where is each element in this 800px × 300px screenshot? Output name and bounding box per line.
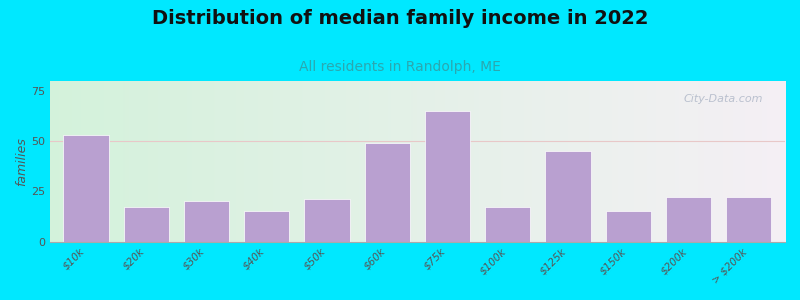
Bar bbox=[123, 208, 169, 242]
Bar bbox=[184, 202, 229, 242]
Bar bbox=[63, 135, 109, 242]
Y-axis label: families: families bbox=[15, 137, 28, 186]
Bar bbox=[304, 200, 350, 242]
Bar bbox=[244, 212, 290, 242]
Bar bbox=[546, 151, 590, 242]
Bar bbox=[365, 143, 410, 242]
Text: All residents in Randolph, ME: All residents in Randolph, ME bbox=[299, 60, 501, 74]
Text: Distribution of median family income in 2022: Distribution of median family income in … bbox=[152, 9, 648, 28]
Bar bbox=[485, 208, 530, 242]
Bar bbox=[606, 212, 651, 242]
Text: City-Data.com: City-Data.com bbox=[683, 94, 763, 104]
Bar bbox=[666, 197, 711, 242]
Bar bbox=[425, 111, 470, 242]
Bar bbox=[726, 197, 771, 242]
